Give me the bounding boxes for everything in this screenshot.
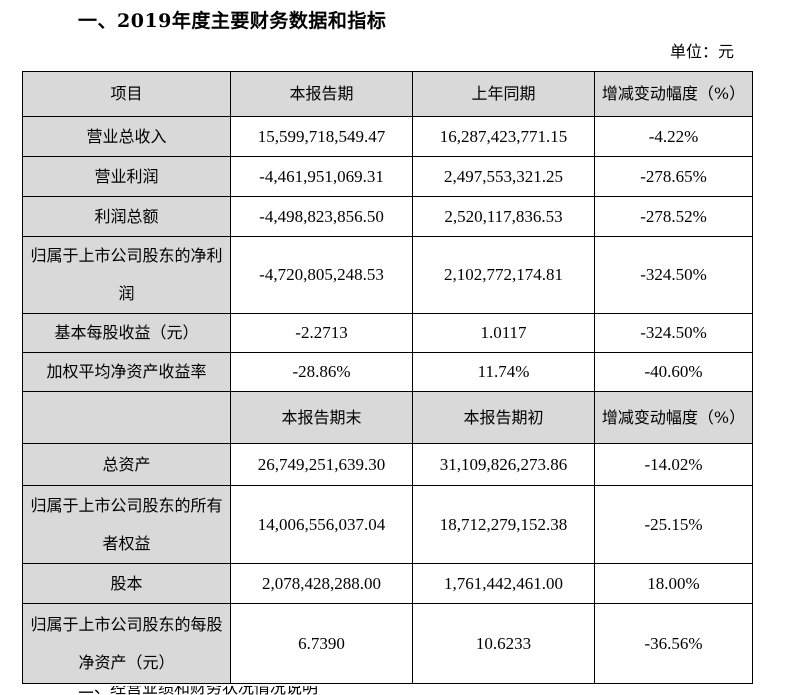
current-value: 14,006,556,037.04 xyxy=(230,485,413,564)
prior-value: 18,712,279,152.38 xyxy=(412,485,595,564)
current-value: 6.7390 xyxy=(230,603,413,684)
change-value: -278.52% xyxy=(594,196,753,237)
change-value: 18.00% xyxy=(594,563,753,604)
table-row: 归属于上市公司股东的净利润 -4,720,805,248.53 2,102,77… xyxy=(22,236,753,314)
change-value: -324.50% xyxy=(594,313,753,353)
table-header-row: 项目 本报告期 上年同期 增减变动幅度（%） xyxy=(22,71,753,117)
change-value: -25.15% xyxy=(594,485,753,564)
header-cell: 上年同期 xyxy=(412,71,595,117)
current-value: -2.2713 xyxy=(230,313,413,353)
current-value: -28.86% xyxy=(230,352,413,392)
prior-value: 1,761,442,461.00 xyxy=(412,563,595,604)
change-value: -278.65% xyxy=(594,156,753,197)
table-subheader-row: 本报告期末 本报告期初 增减变动幅度（%） xyxy=(22,391,753,444)
current-value: -4,461,951,069.31 xyxy=(230,156,413,197)
prior-value: 31,109,826,273.86 xyxy=(412,443,595,486)
row-label: 归属于上市公司股东的净利润 xyxy=(22,236,231,314)
prior-value: 2,520,117,836.53 xyxy=(412,196,595,237)
row-label: 总资产 xyxy=(22,443,231,486)
unit-label: 单位：元 xyxy=(669,42,734,61)
prior-value: 2,497,553,321.25 xyxy=(412,156,595,197)
table-row: 总资产 26,749,251,639.30 31,109,826,273.86 … xyxy=(22,443,753,486)
prior-value: 10.6233 xyxy=(412,603,595,684)
change-value: -14.02% xyxy=(594,443,753,486)
row-label: 归属于上市公司股东的所有者权益 xyxy=(22,485,231,564)
row-label: 加权平均净资产收益率 xyxy=(22,352,231,392)
header-cell: 本报告期末 xyxy=(230,391,413,444)
change-value: -36.56% xyxy=(594,603,753,684)
table-row: 营业利润 -4,461,951,069.31 2,497,553,321.25 … xyxy=(22,156,753,197)
current-value: 26,749,251,639.30 xyxy=(230,443,413,486)
table-row: 归属于上市公司股东的每股净资产（元） 6.7390 10.6233 -36.56… xyxy=(22,603,753,684)
next-section-heading-text: 二、经营业绩和财务状况情况说明 xyxy=(78,686,318,695)
row-label: 股本 xyxy=(22,563,231,604)
current-value: 15,599,718,549.47 xyxy=(230,116,413,157)
change-value: -40.60% xyxy=(594,352,753,392)
header-cell: 增减变动幅度（%） xyxy=(594,391,753,444)
prior-value: 11.74% xyxy=(412,352,595,392)
table-row: 加权平均净资产收益率 -28.86% 11.74% -40.60% xyxy=(22,352,753,392)
current-value: -4,720,805,248.53 xyxy=(230,236,413,314)
prior-value: 2,102,772,174.81 xyxy=(412,236,595,314)
next-section-heading-fragment: 二、经营业绩和财务状况情况说明 xyxy=(78,686,318,695)
change-value: -324.50% xyxy=(594,236,753,314)
prior-value: 16,287,423,771.15 xyxy=(412,116,595,157)
table-row: 归属于上市公司股东的所有者权益 14,006,556,037.04 18,712… xyxy=(22,485,753,564)
current-value: -4,498,823,856.50 xyxy=(230,196,413,237)
table-row: 基本每股收益（元） -2.2713 1.0117 -324.50% xyxy=(22,313,753,353)
header-cell: 增减变动幅度（%） xyxy=(594,71,753,117)
table-row: 营业总收入 15,599,718,549.47 16,287,423,771.1… xyxy=(22,116,753,157)
current-value: 2,078,428,288.00 xyxy=(230,563,413,604)
header-cell: 本报告期初 xyxy=(412,391,595,444)
header-cell xyxy=(22,391,231,444)
change-value: -4.22% xyxy=(594,116,753,157)
header-cell: 项目 xyxy=(22,71,231,117)
row-label: 营业总收入 xyxy=(22,116,231,157)
table-row: 利润总额 -4,498,823,856.50 2,520,117,836.53 … xyxy=(22,196,753,237)
row-label: 利润总额 xyxy=(22,196,231,237)
header-cell: 本报告期 xyxy=(230,71,413,117)
row-label: 基本每股收益（元） xyxy=(22,313,231,353)
row-label: 营业利润 xyxy=(22,156,231,197)
section-heading: 一、2019年度主要财务数据和指标 xyxy=(78,10,387,32)
financial-data-table: 项目 本报告期 上年同期 增减变动幅度（%） 营业总收入 15,599,718,… xyxy=(22,71,753,684)
prior-value: 1.0117 xyxy=(412,313,595,353)
table-row: 股本 2,078,428,288.00 1,761,442,461.00 18.… xyxy=(22,563,753,604)
row-label: 归属于上市公司股东的每股净资产（元） xyxy=(22,603,231,684)
